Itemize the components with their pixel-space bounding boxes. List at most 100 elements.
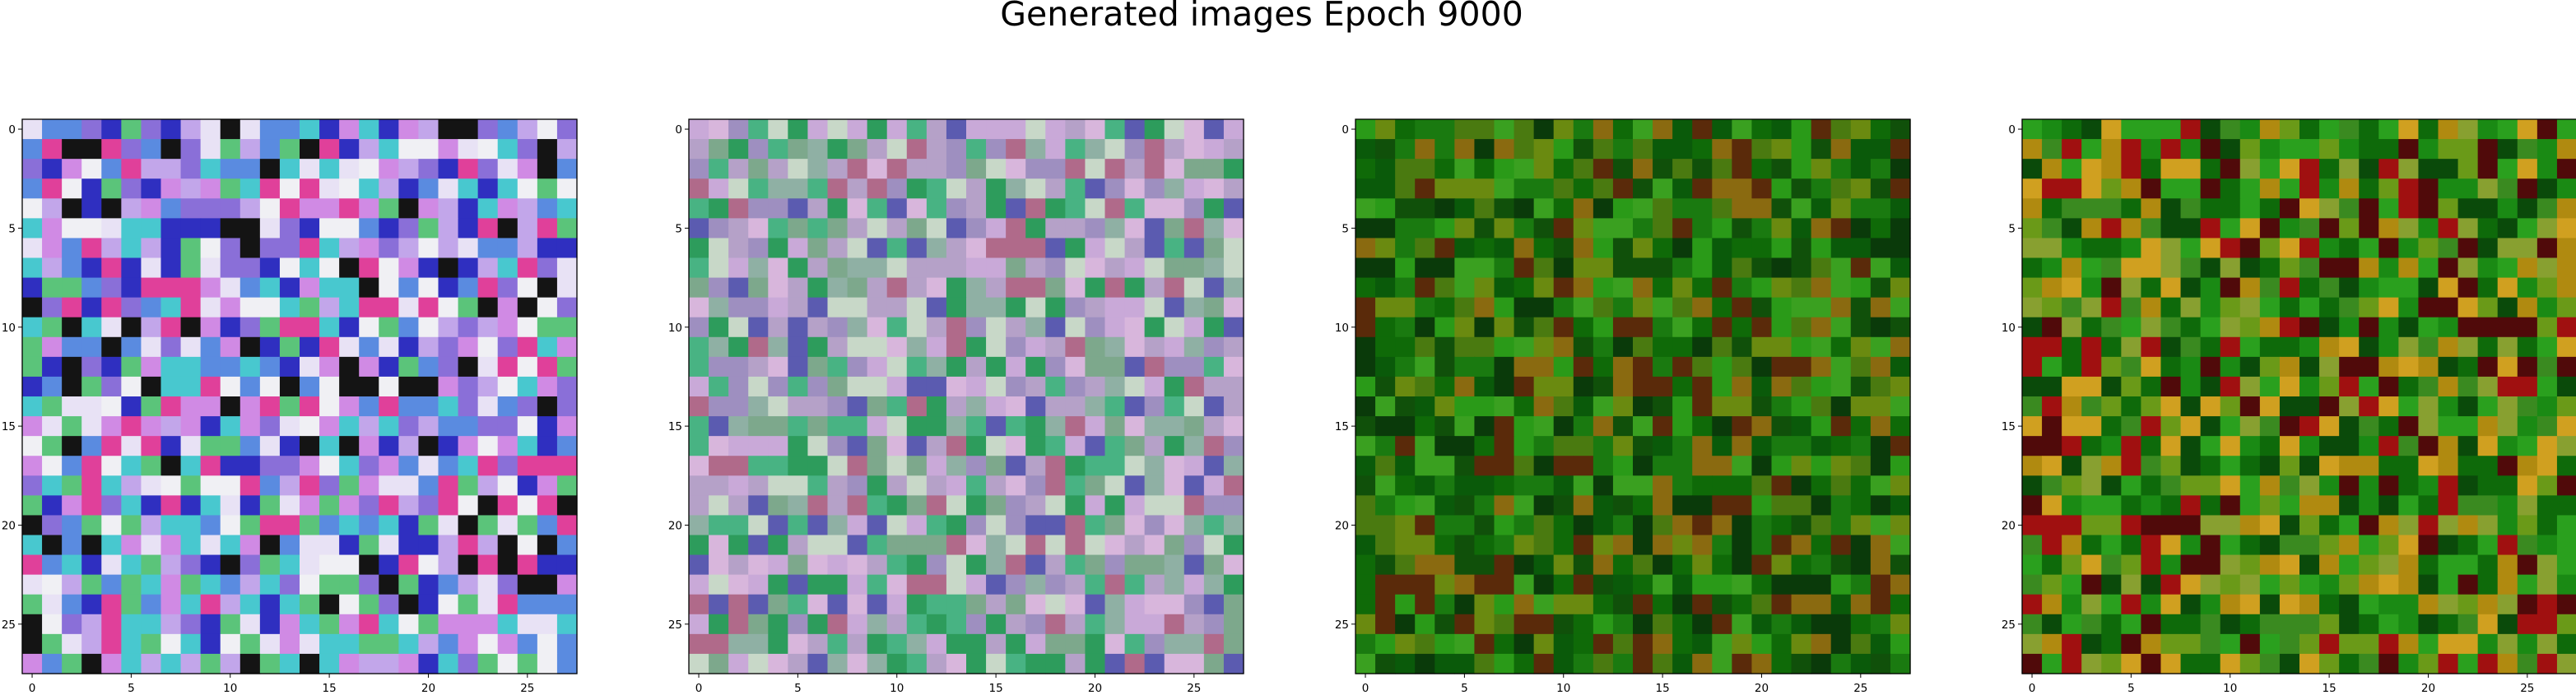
pixel bbox=[2101, 495, 2122, 517]
pixel bbox=[537, 475, 558, 496]
pixel bbox=[537, 633, 558, 655]
pixel bbox=[497, 416, 518, 437]
pixel bbox=[1164, 416, 1185, 437]
pixel bbox=[22, 535, 43, 556]
pixel bbox=[1573, 297, 1594, 318]
pixel bbox=[1633, 515, 1653, 536]
pixel bbox=[1006, 653, 1026, 674]
pixel bbox=[2536, 159, 2558, 179]
pixel bbox=[101, 376, 122, 397]
pixel bbox=[788, 436, 809, 456]
pixel bbox=[2438, 495, 2459, 517]
pixel bbox=[2378, 554, 2399, 576]
pixel bbox=[1653, 456, 1673, 476]
x-tick-label: 10 bbox=[890, 682, 904, 695]
pixel bbox=[2141, 495, 2162, 517]
pixel bbox=[1712, 178, 1732, 199]
pixel bbox=[1494, 554, 1515, 576]
pixel bbox=[1553, 119, 1574, 140]
pixel bbox=[1494, 119, 1515, 140]
pixel bbox=[1830, 317, 1852, 338]
pixel bbox=[1025, 554, 1046, 576]
pixel bbox=[986, 297, 1007, 318]
pixel bbox=[1454, 574, 1476, 595]
pixel bbox=[418, 317, 439, 338]
pixel bbox=[2141, 456, 2162, 476]
pixel bbox=[556, 456, 578, 476]
pixel bbox=[728, 456, 749, 476]
pixel bbox=[1203, 356, 1225, 378]
pixel bbox=[1830, 119, 1852, 140]
pixel bbox=[2279, 554, 2300, 576]
pixel bbox=[946, 159, 967, 179]
pixel bbox=[279, 475, 300, 496]
pixel bbox=[359, 633, 379, 655]
pixel bbox=[2022, 614, 2043, 635]
pixel bbox=[1183, 396, 1205, 417]
pixel bbox=[220, 515, 241, 536]
pixel bbox=[1124, 614, 1146, 635]
pixel bbox=[2042, 376, 2062, 397]
pixel bbox=[1434, 614, 1455, 635]
pixel bbox=[438, 119, 459, 140]
pixel bbox=[2022, 257, 2043, 279]
pixel bbox=[1732, 554, 1753, 576]
pixel bbox=[101, 456, 122, 476]
y-tick-label: 20 bbox=[668, 519, 682, 532]
pixel bbox=[2062, 416, 2082, 437]
pixel bbox=[2398, 218, 2420, 239]
pixel bbox=[2022, 554, 2043, 576]
pixel bbox=[2081, 554, 2102, 576]
pixel bbox=[2339, 456, 2360, 476]
pixel bbox=[1164, 436, 1185, 456]
pixel bbox=[180, 594, 202, 615]
pixel bbox=[867, 139, 888, 160]
pixel bbox=[1223, 336, 1244, 358]
pixel bbox=[946, 139, 967, 160]
pixel bbox=[2220, 554, 2241, 576]
pixel bbox=[537, 436, 558, 456]
pixel bbox=[1434, 277, 1455, 299]
pixel bbox=[1514, 554, 1535, 576]
pixel bbox=[1375, 376, 1396, 397]
pixel bbox=[2359, 198, 2379, 219]
pixel bbox=[1633, 475, 1653, 496]
pixel bbox=[200, 614, 221, 635]
pixel bbox=[300, 554, 320, 576]
pixel bbox=[1104, 159, 1126, 179]
pixel bbox=[966, 119, 987, 140]
pixel bbox=[1085, 257, 1106, 279]
pixel bbox=[1434, 218, 1455, 239]
pixel bbox=[1203, 139, 1225, 160]
pixel bbox=[827, 178, 849, 199]
pixel bbox=[1771, 456, 1793, 476]
pixel bbox=[1474, 356, 1495, 378]
pixel bbox=[379, 317, 399, 338]
pixel bbox=[418, 594, 439, 615]
pixel bbox=[906, 495, 928, 517]
pixel bbox=[517, 396, 538, 417]
pixel bbox=[180, 257, 202, 279]
pixel bbox=[867, 574, 888, 595]
pixel bbox=[239, 297, 261, 318]
pixel bbox=[2497, 238, 2518, 259]
pixel bbox=[300, 475, 320, 496]
pixel bbox=[42, 475, 63, 496]
pixel bbox=[2457, 336, 2479, 358]
pixel bbox=[1514, 336, 1535, 358]
pixel bbox=[300, 614, 320, 635]
pixel bbox=[728, 356, 749, 378]
pixel bbox=[497, 495, 518, 517]
pixel bbox=[1811, 238, 1832, 259]
pixel bbox=[200, 515, 221, 536]
pixel bbox=[1454, 119, 1476, 140]
pixel bbox=[160, 356, 182, 378]
pixel bbox=[279, 159, 300, 179]
axes-frame bbox=[2021, 118, 2576, 674]
pixel bbox=[847, 159, 868, 179]
pixel bbox=[1890, 336, 1911, 358]
pixel bbox=[1850, 594, 1872, 615]
pixel bbox=[42, 139, 63, 160]
pixel bbox=[1533, 218, 1555, 239]
pixel bbox=[42, 456, 63, 476]
